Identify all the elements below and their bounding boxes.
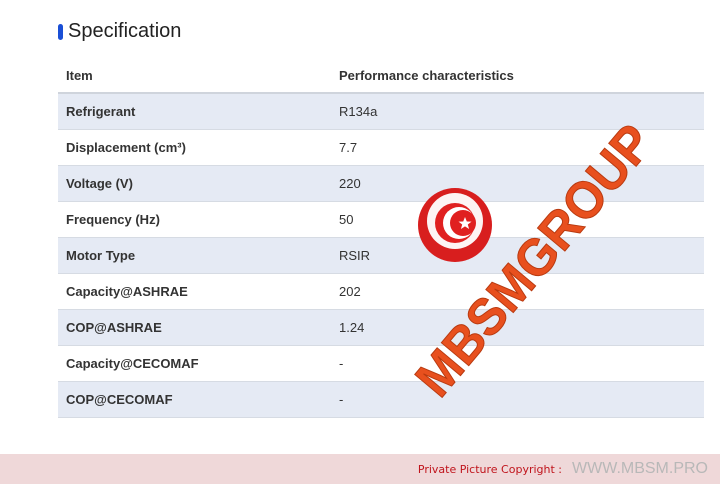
table-row: Refrigerant R134a (58, 93, 704, 130)
title-accent-bar (58, 23, 63, 40)
header-item: Item (58, 58, 331, 94)
row-value: - (331, 345, 704, 382)
spec-table: Item Performance characteristics Refriger… (58, 58, 704, 418)
row-value: 202 (331, 273, 704, 310)
table-row: Motor Type RSIR (58, 237, 704, 274)
table-row: COP@ASHRAE 1.24 (58, 309, 704, 346)
section-title: Specification (58, 20, 181, 43)
row-value: 220 (331, 165, 704, 202)
header-performance: Performance characteristics (331, 58, 704, 94)
row-item: Voltage (V) (58, 165, 331, 202)
table-row: Frequency (Hz) 50 (58, 201, 704, 238)
row-item: Refrigerant (58, 93, 331, 130)
row-value: 7.7 (331, 129, 704, 166)
table-row: Voltage (V) 220 (58, 165, 704, 202)
copyright-url: WWW.MBSM.PRO (572, 460, 708, 477)
row-value: - (331, 381, 704, 418)
row-item: Displacement (cm³) (58, 129, 331, 166)
row-item: Capacity@CECOMAF (58, 345, 331, 382)
row-value: 1.24 (331, 309, 704, 346)
table-row: COP@CECOMAF - (58, 381, 704, 418)
row-item: Capacity@ASHRAE (58, 273, 331, 310)
row-value: 50 (331, 201, 704, 238)
table-row: Capacity@CECOMAF - (58, 345, 704, 382)
table-row: Displacement (cm³) 7.7 (58, 129, 704, 166)
copyright-footer: Private Picture Copyright : WWW.MBSM.PRO (0, 454, 720, 484)
row-item: Frequency (Hz) (58, 201, 331, 238)
copyright-label: Private Picture Copyright : (417, 462, 563, 476)
section-title-text: Specification (68, 20, 182, 42)
table-header-row: Item Performance characteristics (58, 58, 704, 94)
row-item: COP@CECOMAF (58, 381, 331, 418)
row-item: Motor Type (58, 237, 331, 274)
table-row: Capacity@ASHRAE 202 (58, 273, 704, 310)
row-value: R134a (331, 93, 704, 130)
row-value: RSIR (331, 237, 704, 274)
row-item: COP@ASHRAE (58, 309, 331, 346)
